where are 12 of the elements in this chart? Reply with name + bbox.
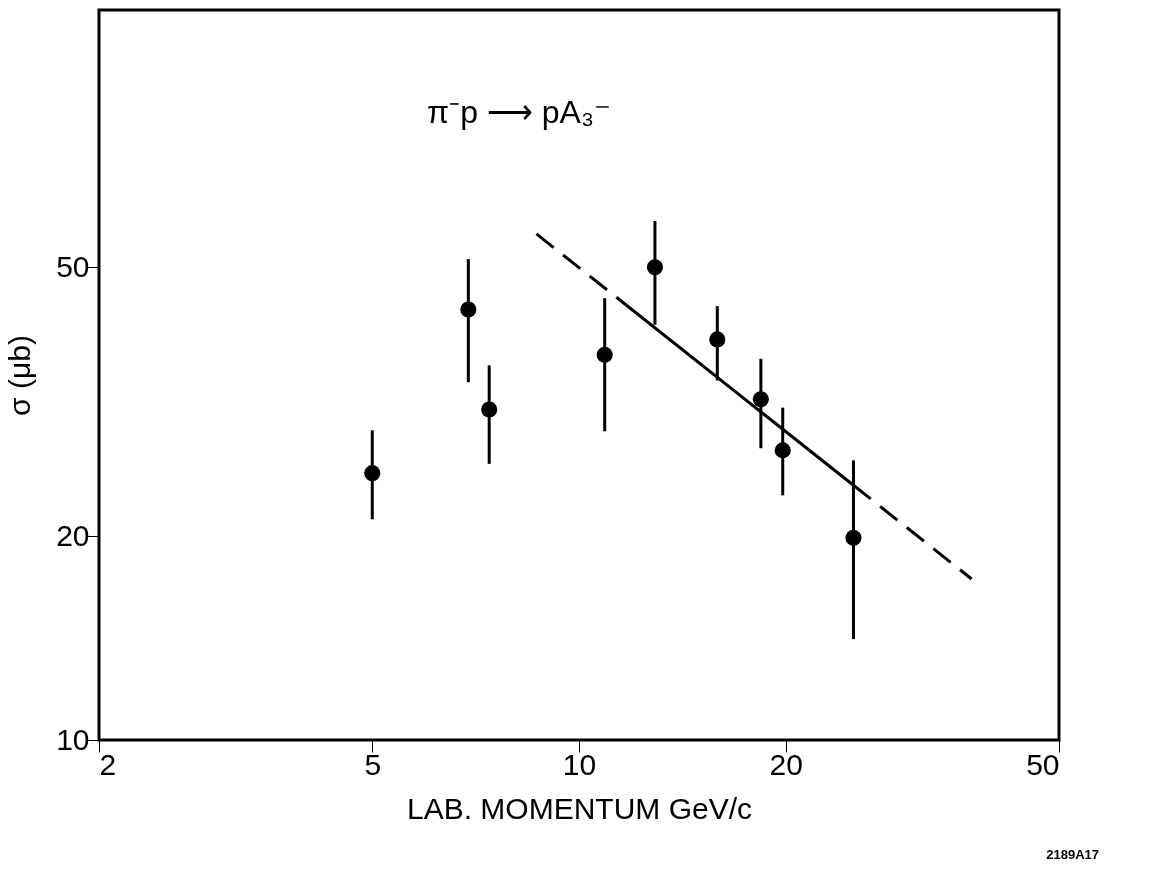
x-tick-label: 20 — [769, 747, 803, 781]
x-tick-label: 50 — [1026, 747, 1060, 781]
y-tick-label: 10 — [56, 722, 90, 756]
x-axis-title: LAB. MOMENTUM GeV/c — [406, 791, 753, 825]
x-tick-label: 2 — [99, 747, 117, 781]
x-tick-label: 10 — [562, 747, 597, 781]
text: 2189A17 — [1046, 847, 1099, 862]
y-tick-label: 20 — [56, 518, 90, 552]
x-tick-label: 5 — [364, 747, 382, 781]
y-tick-label: 50 — [56, 249, 90, 283]
text: π⁻p ⟶ pA₃⁻ — [427, 94, 611, 130]
y-axis-title: σ (μb) — [3, 335, 37, 416]
